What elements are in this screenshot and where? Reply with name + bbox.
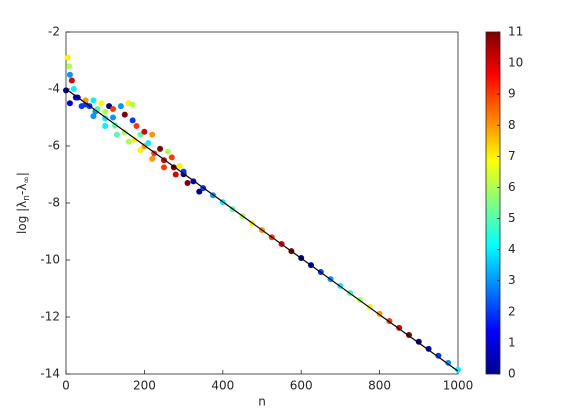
- colorbar-tick-label: 0: [508, 367, 516, 381]
- y-axis-label: log |λn-λ∞|: [15, 172, 32, 234]
- point: [66, 63, 73, 70]
- colorbar-tick-label: 4: [508, 242, 516, 256]
- colorbar-tick-label: 7: [508, 149, 516, 163]
- colorbar-tick-label: 3: [508, 273, 516, 287]
- point: [113, 131, 120, 138]
- x-tick-label: 200: [133, 379, 156, 393]
- colorbar-tick-label: 8: [508, 118, 516, 132]
- x-tick-label: 400: [211, 379, 234, 393]
- y-tick-label: -4: [48, 82, 60, 96]
- y-label-part: log |λ: [15, 201, 29, 234]
- y-tick-label: -6: [48, 139, 60, 153]
- point: [121, 111, 128, 118]
- y-label-sub: ∞: [22, 176, 32, 184]
- point: [141, 128, 148, 135]
- point: [68, 77, 75, 84]
- point: [176, 162, 183, 169]
- point: [435, 352, 442, 359]
- point: [102, 108, 109, 115]
- point: [137, 147, 144, 154]
- y-tick-label: -14: [40, 367, 60, 381]
- x-tick-label: 800: [368, 379, 391, 393]
- point: [168, 154, 175, 161]
- plot-frame: [65, 31, 459, 375]
- colorbar-tick-label: 11: [508, 25, 523, 39]
- y-label-part: |: [15, 172, 29, 176]
- colorbar-tick-label: 2: [508, 304, 516, 318]
- colorbar-tick-label: 5: [508, 211, 516, 225]
- point: [184, 180, 191, 187]
- point: [70, 86, 77, 92]
- colorbar-tick-label: 6: [508, 180, 516, 194]
- point: [157, 145, 164, 152]
- y-label-part: -λ: [15, 184, 29, 195]
- point: [455, 366, 461, 373]
- point: [110, 114, 117, 121]
- x-axis-label: n: [258, 395, 266, 409]
- point: [172, 171, 179, 178]
- point: [161, 164, 167, 171]
- point: [112, 122, 118, 129]
- point: [78, 103, 85, 110]
- point: [90, 97, 97, 104]
- x-tick-label: 0: [62, 379, 70, 393]
- fit-line: [65, 88, 459, 372]
- colorbar: [485, 31, 501, 375]
- point: [125, 138, 132, 145]
- point: [164, 148, 171, 155]
- point: [66, 100, 73, 107]
- x-tick-label: 600: [290, 379, 313, 393]
- colorbar-tick-label: 9: [508, 87, 516, 101]
- point: [145, 140, 152, 147]
- x-tick-label: 1000: [443, 379, 474, 393]
- point: [110, 105, 117, 112]
- point: [90, 113, 97, 120]
- colorbar-tick-label: 10: [508, 56, 523, 70]
- point: [445, 359, 452, 366]
- point: [102, 123, 109, 130]
- point: [149, 155, 156, 162]
- y-tick-label: -8: [48, 196, 60, 210]
- y-tick-label: -10: [40, 253, 60, 267]
- point: [196, 188, 203, 195]
- y-tick-label: -12: [40, 310, 60, 324]
- point: [133, 123, 140, 130]
- point: [64, 54, 71, 61]
- point: [129, 117, 136, 124]
- point: [117, 103, 124, 110]
- colorbar-tick-label: 1: [508, 335, 516, 349]
- point: [98, 100, 105, 107]
- point: [129, 101, 136, 108]
- point: [63, 87, 69, 94]
- y-tick-label: -2: [48, 25, 60, 39]
- point: [66, 71, 73, 78]
- y-label-sub: n: [22, 195, 32, 201]
- point: [149, 131, 156, 138]
